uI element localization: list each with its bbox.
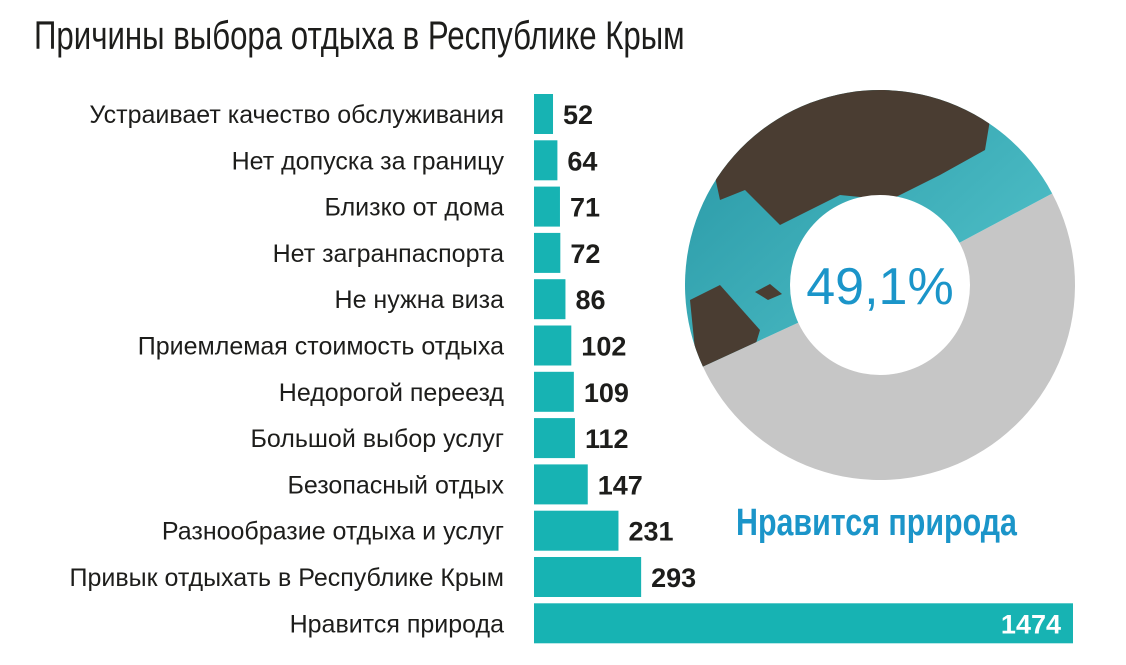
chart-title: Причины выбора отдыха в Республике Крым	[34, 14, 685, 58]
value-label: 147	[598, 470, 643, 500]
bar	[534, 186, 560, 227]
bar	[534, 232, 561, 273]
bar	[534, 557, 642, 597]
donut-caption: Нравится природа	[736, 502, 1017, 544]
value-label: 72	[570, 239, 600, 269]
donut-center-label: 49,1%	[806, 258, 953, 316]
value-label: 231	[628, 517, 673, 547]
category-label: Близко от дома	[324, 194, 504, 222]
value-label: 71	[570, 193, 600, 223]
value-label: 109	[584, 378, 629, 408]
bar	[534, 371, 574, 412]
bar	[534, 140, 558, 181]
category-label: Нет допуска за границу	[232, 147, 505, 175]
value-label: 86	[575, 285, 605, 315]
category-label: Нравится природа	[290, 610, 505, 638]
category-label: Нет загранпаспорта	[273, 240, 505, 268]
bar	[534, 94, 554, 134]
rock-shape	[690, 285, 760, 367]
bars-group: Устраивает качество обслуживания 52 Нет до…	[70, 94, 1073, 644]
category-label: Разнообразие отдыха и услуг	[162, 518, 504, 546]
category-label: Безопасный отдых	[287, 471, 504, 499]
value-label: 293	[651, 563, 696, 593]
bar	[534, 510, 619, 551]
category-label: Не нужна виза	[335, 286, 505, 314]
value-label: 112	[585, 424, 629, 454]
bar	[534, 325, 572, 366]
bar	[534, 603, 1073, 644]
bar	[534, 464, 588, 505]
value-label: 52	[563, 100, 593, 130]
category-label: Устраивает качество обслуживания	[89, 101, 504, 129]
bar	[534, 418, 575, 459]
category-label: Приемлемая стоимость отдыха	[138, 333, 504, 361]
donut-hole	[790, 195, 970, 375]
rock-shape	[755, 284, 782, 300]
category-label: Большой выбор услуг	[251, 425, 505, 453]
value-label: 102	[581, 332, 626, 362]
bar	[534, 279, 566, 320]
category-label: Привык отдыхать в Республике Крым	[70, 564, 504, 592]
value-label: 64	[567, 146, 597, 176]
category-label: Недорогой переезд	[279, 379, 505, 407]
value-label: 1474	[1001, 609, 1061, 639]
